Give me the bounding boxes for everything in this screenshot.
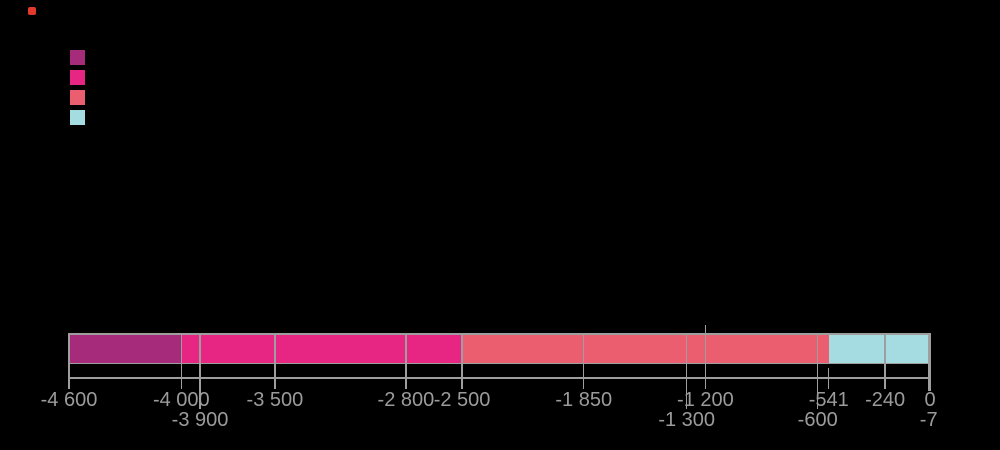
tick-label: -4 000 (152, 388, 210, 411)
axis-tick (884, 333, 886, 389)
bar-segment (828, 334, 886, 363)
tick-label: -7 (919, 408, 938, 431)
bar-segment (885, 334, 929, 363)
legend-swatch-purple (70, 50, 85, 65)
tick-label: -3 500 (246, 388, 304, 411)
tick-label: -1 300 (658, 408, 716, 431)
axis-tick (704, 325, 707, 389)
tick-label: 0 (924, 388, 936, 411)
tick-label: -1 850 (555, 388, 613, 411)
axis-tick (582, 333, 585, 389)
axis-line (69, 376, 931, 379)
bar-border-bottom (69, 362, 929, 364)
axis-tick (927, 333, 930, 391)
axis-tick (180, 333, 183, 389)
legend-swatch-lightblue (70, 110, 85, 125)
axis-tick (816, 333, 819, 409)
bar-segment (69, 334, 182, 363)
bar-segment (405, 334, 463, 363)
axis-tick (461, 333, 463, 389)
tick-label: -1 200 (677, 388, 734, 411)
axis-tick (685, 333, 688, 409)
axis-tick (827, 368, 830, 389)
axis-tick (199, 333, 201, 409)
tick-label: -3 900 (171, 408, 229, 431)
bar-segment (705, 334, 818, 363)
legend-swatch-pink (70, 70, 85, 85)
bar-segment (583, 334, 687, 363)
bar-segment (200, 334, 275, 363)
tick-label: -240 (865, 388, 906, 411)
bar-segment (274, 334, 406, 363)
bar-segment (686, 334, 706, 363)
tick-label: -2 800 (377, 388, 435, 411)
tick-label: -4 600 (40, 388, 98, 411)
axis-tick (68, 333, 70, 389)
tick-label: -541 (808, 388, 849, 411)
red-marker (28, 7, 36, 15)
bar-segment (817, 334, 829, 363)
bar-segment (462, 334, 584, 363)
bar-border-top (69, 333, 929, 335)
legend-swatch-salmon (70, 90, 85, 105)
bar-segment (181, 334, 200, 363)
axis-tick (405, 333, 407, 389)
axis-tick (274, 333, 276, 389)
tick-label: -600 (797, 408, 838, 431)
tick-label: -2 500 (433, 388, 491, 411)
axis-tick (929, 333, 931, 391)
